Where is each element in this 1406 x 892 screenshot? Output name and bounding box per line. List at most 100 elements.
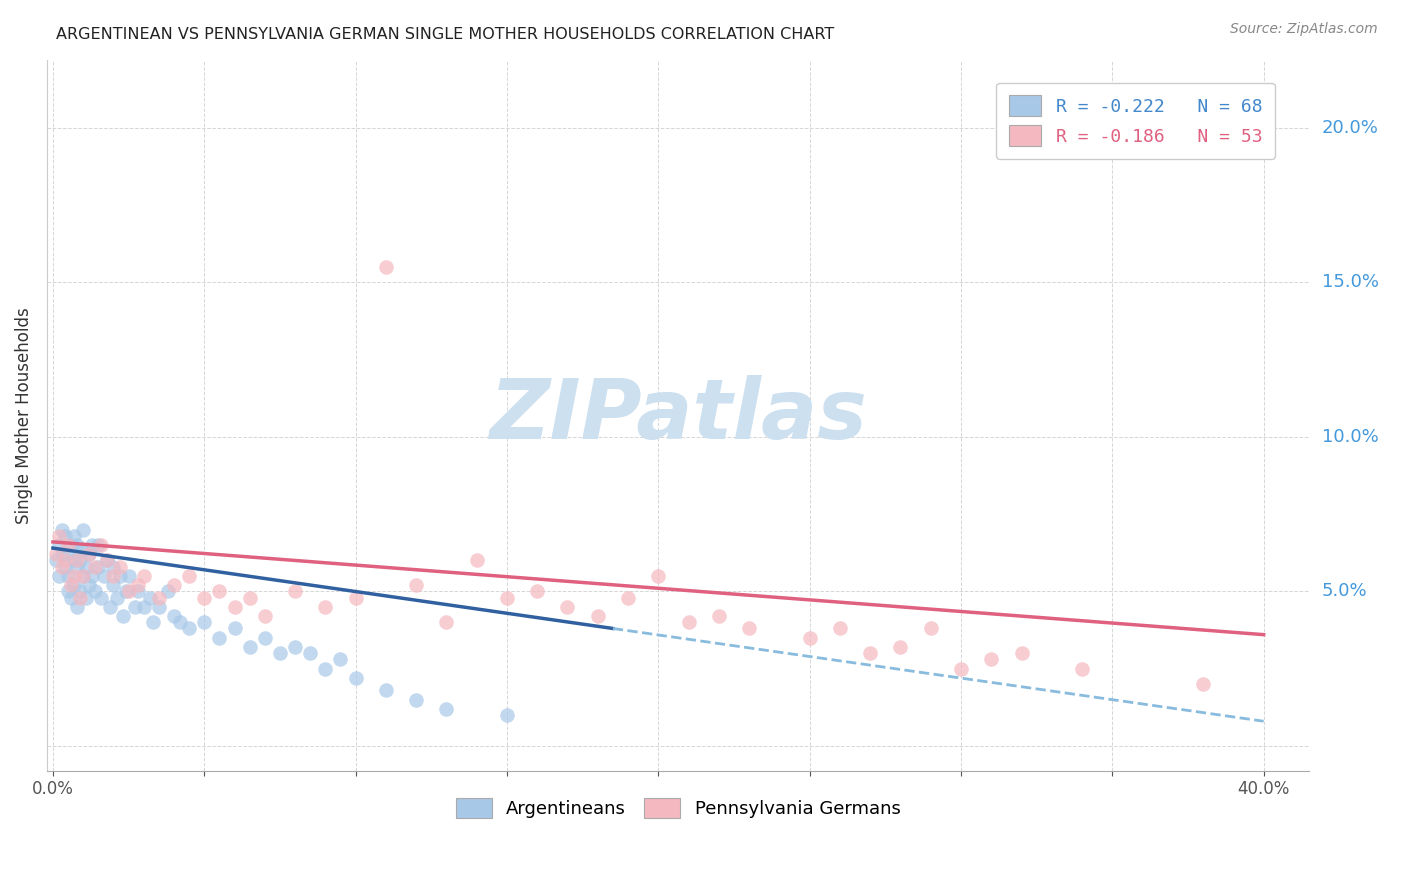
Point: [208, 584, 231, 599]
Point: [738, 622, 761, 636]
Point: [117, 584, 139, 599]
Point: [66, 538, 89, 552]
Point: [193, 615, 215, 630]
Point: [66, 559, 89, 574]
Point: [208, 631, 231, 645]
Point: [344, 591, 367, 605]
Point: [169, 615, 191, 630]
Legend: Argentineans, Pennsylvania Germans: Argentineans, Pennsylvania Germans: [449, 790, 908, 826]
Point: [132, 569, 155, 583]
Point: [799, 631, 821, 645]
Point: [163, 609, 186, 624]
Point: [72, 569, 94, 583]
Point: [148, 591, 170, 605]
Point: [45, 547, 67, 561]
Point: [496, 591, 519, 605]
Point: [193, 591, 215, 605]
Point: [405, 692, 427, 706]
Point: [889, 640, 911, 654]
Point: [239, 591, 262, 605]
Point: [117, 569, 139, 583]
Point: [828, 622, 851, 636]
Point: [56, 569, 79, 583]
Point: [329, 652, 352, 666]
Point: [859, 646, 882, 660]
Point: [66, 553, 89, 567]
Point: [142, 615, 165, 630]
Point: [82, 538, 104, 552]
Point: [139, 591, 162, 605]
Point: [586, 609, 609, 624]
Point: [344, 671, 367, 685]
Point: [179, 622, 201, 636]
Point: [63, 553, 86, 567]
Point: [96, 553, 118, 567]
Point: [69, 584, 91, 599]
Point: [103, 569, 125, 583]
Point: [53, 553, 76, 567]
Point: [51, 559, 73, 574]
Point: [284, 584, 307, 599]
Point: [114, 584, 136, 599]
Point: [87, 538, 110, 552]
Point: [69, 591, 91, 605]
Point: [63, 578, 86, 592]
Point: [124, 599, 146, 614]
Point: [84, 584, 107, 599]
Point: [557, 599, 579, 614]
Point: [1011, 646, 1033, 660]
Point: [148, 599, 170, 614]
Point: [82, 569, 104, 583]
Point: [111, 609, 134, 624]
Point: [90, 538, 112, 552]
Point: [103, 578, 125, 592]
Point: [53, 529, 76, 543]
Point: [75, 591, 97, 605]
Point: [526, 584, 548, 599]
Point: [496, 708, 519, 723]
Point: [647, 569, 669, 583]
Text: 20.0%: 20.0%: [1322, 119, 1378, 136]
Point: [132, 599, 155, 614]
Point: [127, 584, 149, 599]
Text: ARGENTINEAN VS PENNSYLVANIA GERMAN SINGLE MOTHER HOUSEHOLDS CORRELATION CHART: ARGENTINEAN VS PENNSYLVANIA GERMAN SINGL…: [56, 27, 835, 42]
Point: [77, 547, 100, 561]
Point: [48, 529, 70, 543]
Point: [66, 599, 89, 614]
Point: [63, 569, 86, 583]
Point: [63, 529, 86, 543]
Point: [436, 702, 458, 716]
Point: [253, 631, 276, 645]
Text: ZIPatlas: ZIPatlas: [489, 375, 868, 456]
Point: [239, 640, 262, 654]
Point: [87, 559, 110, 574]
Point: [69, 553, 91, 567]
Point: [75, 559, 97, 574]
Point: [253, 609, 276, 624]
Point: [60, 578, 83, 592]
Point: [269, 646, 291, 660]
Point: [1192, 677, 1215, 691]
Point: [949, 662, 972, 676]
Point: [224, 622, 246, 636]
Text: 10.0%: 10.0%: [1322, 428, 1378, 446]
Point: [617, 591, 640, 605]
Point: [224, 599, 246, 614]
Point: [108, 559, 131, 574]
Point: [163, 578, 186, 592]
Point: [60, 538, 83, 552]
Point: [72, 569, 94, 583]
Point: [77, 578, 100, 592]
Text: 5.0%: 5.0%: [1322, 582, 1367, 600]
Point: [72, 544, 94, 558]
Point: [48, 538, 70, 552]
Point: [72, 523, 94, 537]
Point: [56, 584, 79, 599]
Point: [103, 559, 125, 574]
Point: [284, 640, 307, 654]
Point: [100, 599, 122, 614]
Point: [980, 652, 1002, 666]
Point: [314, 599, 336, 614]
Point: [45, 553, 67, 567]
Point: [299, 646, 322, 660]
